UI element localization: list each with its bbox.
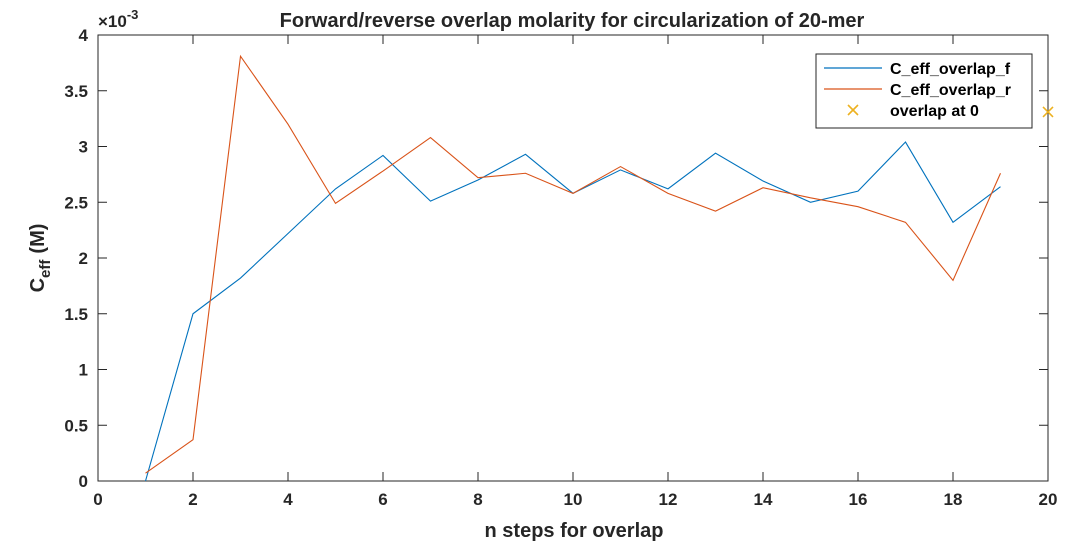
series-point-overlap-at-0 [1042,106,1054,118]
y-tick-label: 1.5 [64,305,88,324]
x-tick-label: 12 [659,490,678,509]
series-line-c-eff-overlap-r [145,54,1002,474]
y-tick-label: 2.5 [64,193,88,212]
y-axis-label: Ceff (M) [27,224,54,293]
y-tick-label: 3.5 [64,82,88,101]
y-axis-label-main: C [27,278,49,292]
x-tick-label: 14 [754,490,773,509]
x-tick-label: 16 [849,490,868,509]
y-axis-label-unit: (M) [27,224,49,254]
x-tick-label: 8 [473,490,482,509]
x-tick-label: 20 [1039,490,1058,509]
x-tick-label: 4 [283,490,293,509]
legend-label-c-eff-overlap-f: C_eff_overlap_f [890,61,1011,78]
ticks: 0 2 4 6 8 10 12 14 16 18 20 0 0.5 1 1.5 2 2.5 3 3.5 4 [64,26,1057,509]
y-tick-label: 0.5 [64,416,88,435]
x-tick-label: 0 [93,490,102,509]
y-tick-label: 1 [79,361,88,380]
x-tick-label: 18 [944,490,963,509]
legend-label-c-eff-overlap-r: C_eff_overlap_r [890,82,1011,99]
legend-box [815,53,1033,129]
y-exponent-power: -3 [127,7,139,22]
legend-label-overlap-at-0: overlap at 0 [890,103,979,120]
legend-swatch-overlap-at-0 [847,104,859,116]
chart-title: Forward/reverse overlap molarity for cir… [280,10,865,32]
y-exponent-base: ×10 [98,12,127,31]
y-tick-label: 3 [79,138,88,157]
x-tick-label: 10 [564,490,583,509]
x-axis-label: n steps for overlap [485,520,664,542]
x-tick-label: 2 [188,490,197,509]
y-tick-label: 2 [79,249,88,268]
y-tick-label: 0 [79,472,88,491]
y-tick-label: 4 [79,26,89,45]
series-lines [144,54,1054,482]
y-exponent-label: ×10-3 [98,7,138,31]
y-axis-label-subscript: eff [37,259,54,278]
x-tick-label: 6 [378,490,387,509]
